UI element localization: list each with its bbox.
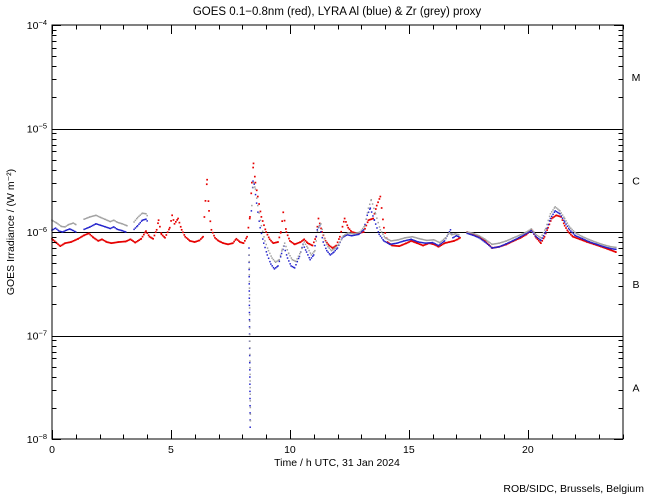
credit: ROB/SIDC, Brussels, Belgium [503,483,644,495]
data-series-dots [51,162,617,428]
flare-class-label-b: B [632,279,639,291]
flare-class-label-a: A [632,382,639,394]
series-lyra_al_blue [51,180,617,428]
x-axis-tick-labels: 0 5 10 15 20 [49,444,534,456]
y-tick-label: 10−7 [27,329,47,343]
x-axis-label: Time / h UTC, 31 Jan 2024 [274,457,400,469]
flare-class-labels: M C B A [632,72,641,394]
x-axis-ticks [52,25,624,439]
x-tick-label: 0 [49,444,55,456]
y-axis-tick-labels: 10−4 10−5 10−6 10−7 10−8 [27,18,47,446]
series-lyra_zr_grey [51,181,617,422]
y-tick-label: 10−4 [27,18,47,32]
y-axis-label: GOES Irradiance / (W m⁻²) [5,169,17,295]
flare-class-label-c: C [632,175,640,187]
y-axis-ticks [52,25,623,440]
x-tick-label: 10 [284,444,296,456]
y-tick-label: 10−8 [27,432,47,446]
chart-title: GOES 0.1−0.8nm (red), LYRA Al (blue) & Z… [193,6,482,18]
y-tick-label: 10−5 [27,122,47,136]
y-tick-label: 10−6 [27,225,47,239]
flare-class-label-m: M [632,72,641,84]
flare-class-gridlines [52,129,623,337]
x-tick-label: 15 [403,444,415,456]
series-goes_red [51,162,617,253]
x-tick-label: 20 [522,444,534,456]
x-tick-label: 5 [168,444,174,456]
